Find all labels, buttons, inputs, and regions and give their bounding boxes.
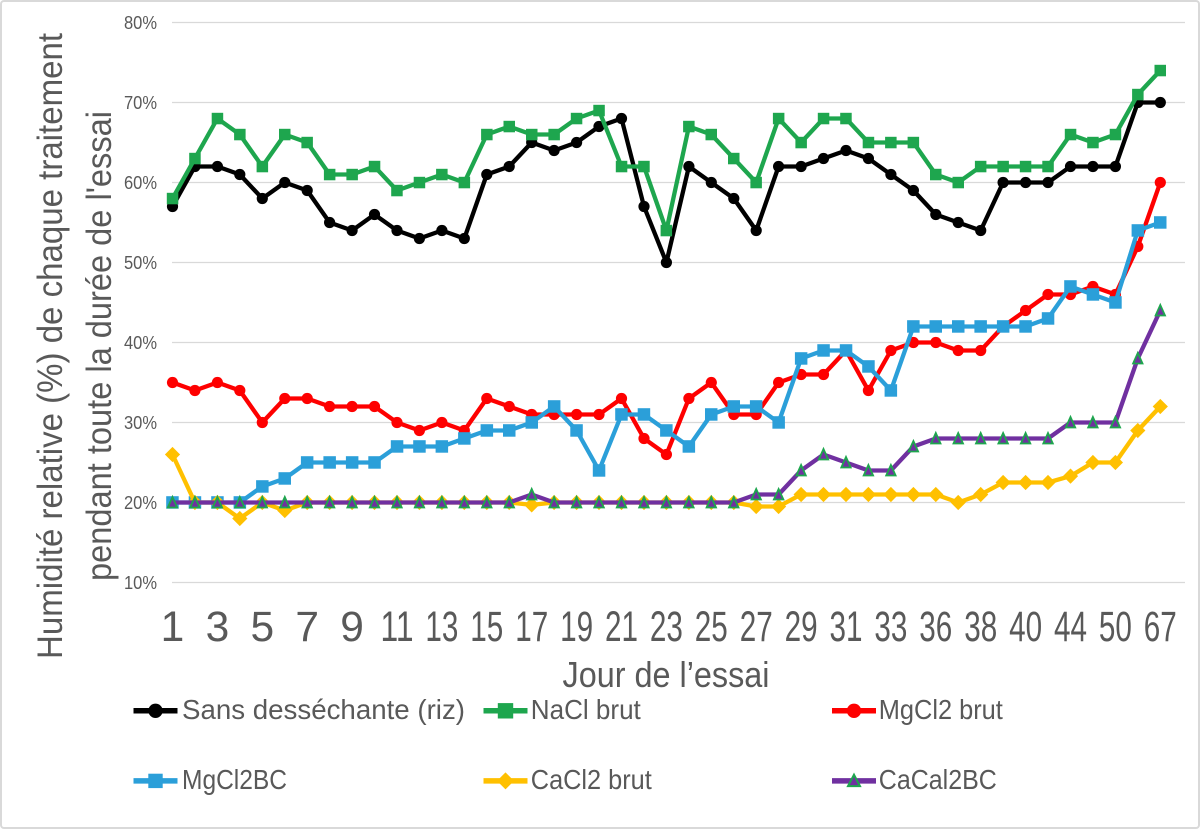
svg-text:13: 13 (425, 604, 458, 651)
svg-text:Humidité relative (%) de chaqu: Humidité relative (%) de chaque traiteme… (30, 33, 70, 659)
svg-text:CaCal2BC: CaCal2BC (879, 764, 997, 795)
svg-text:44: 44 (1054, 604, 1087, 651)
svg-text:27: 27 (740, 604, 773, 651)
svg-text:50: 50 (1099, 604, 1132, 651)
svg-text:3: 3 (206, 604, 230, 651)
svg-text:30%: 30% (124, 413, 157, 433)
svg-text:17: 17 (515, 604, 548, 651)
svg-text:50%: 50% (124, 253, 157, 273)
svg-text:MgCl2BC: MgCl2BC (182, 764, 287, 795)
svg-text:7: 7 (295, 604, 319, 651)
svg-text:11: 11 (381, 604, 414, 651)
svg-text:25: 25 (695, 604, 728, 651)
svg-text:5: 5 (250, 604, 274, 651)
svg-text:40%: 40% (124, 333, 157, 353)
svg-text:Sans desséchante (riz): Sans desséchante (riz) (182, 694, 465, 725)
svg-text:67: 67 (1144, 604, 1177, 651)
svg-text:38: 38 (964, 604, 997, 651)
svg-text:33: 33 (874, 604, 907, 651)
svg-text:MgCl2 brut: MgCl2 brut (879, 694, 1003, 725)
svg-text:80%: 80% (124, 13, 157, 33)
svg-text:Jour de l’essai: Jour de l’essai (563, 654, 770, 695)
svg-text:36: 36 (919, 604, 952, 651)
svg-text:70%: 70% (124, 93, 157, 113)
svg-text:15: 15 (470, 604, 503, 651)
svg-text:NaCl brut: NaCl brut (531, 694, 641, 725)
svg-text:pendant toute la durée de l'es: pendant toute la durée de l'essai (79, 111, 119, 581)
svg-text:1: 1 (161, 604, 185, 651)
svg-text:10%: 10% (124, 573, 157, 593)
svg-text:31: 31 (830, 604, 863, 651)
svg-text:19: 19 (560, 604, 593, 651)
svg-text:29: 29 (785, 604, 818, 651)
svg-text:23: 23 (650, 604, 683, 651)
svg-text:9: 9 (340, 604, 364, 651)
svg-text:20%: 20% (124, 493, 157, 513)
svg-text:21: 21 (605, 604, 638, 651)
svg-text:40: 40 (1009, 604, 1042, 651)
svg-text:60%: 60% (124, 173, 157, 193)
svg-text:CaCl2 brut: CaCl2 brut (531, 764, 652, 795)
